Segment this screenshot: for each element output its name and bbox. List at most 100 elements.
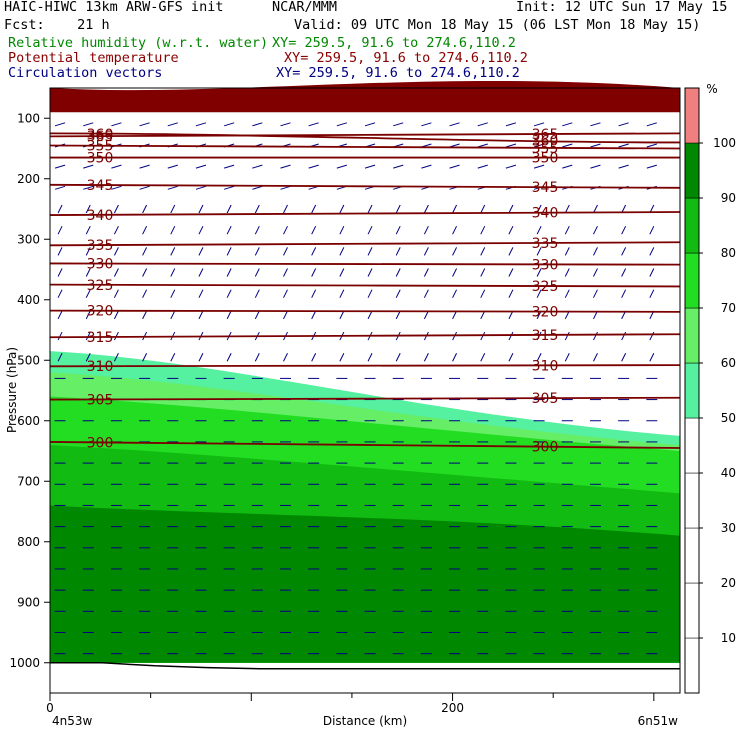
theta-label-right-355: 355 — [532, 141, 559, 157]
vector-arrow-191 — [480, 289, 486, 298]
vector-arrow-39 — [533, 143, 545, 148]
field-name-vectors: Circulation vectors — [8, 65, 163, 81]
vector-arrow-150 — [564, 247, 570, 256]
vector-arrow-220 — [57, 331, 63, 341]
vector-arrow-221 — [85, 331, 91, 341]
vector-arrow-42 — [618, 143, 629, 148]
x-axis-label: Distance (km) — [323, 714, 407, 728]
vector-arrow-53 — [308, 164, 319, 169]
vector-arrow-115 — [198, 225, 204, 235]
theta-label-330: 330 — [87, 257, 114, 273]
theta-label-right-330: 330 — [532, 257, 559, 273]
vector-arrow-90 — [113, 204, 119, 214]
vector-arrow-177 — [85, 289, 91, 298]
vector-arrow-140 — [283, 247, 288, 256]
vector-arrow-188 — [395, 289, 401, 298]
theta-contour-305 — [49, 396, 681, 401]
x-end-label: 6n51w — [638, 714, 679, 728]
y-tick-label-400: 400 — [17, 293, 40, 307]
rh-region-rh-upper-100 — [50, 80, 680, 113]
vector-arrow-258 — [508, 353, 514, 362]
vector-arrow-19 — [590, 122, 601, 127]
vector-arrow-153 — [649, 247, 655, 256]
vector-arrow-16 — [505, 122, 517, 127]
vector-arrow-209 — [367, 310, 373, 320]
vector-arrow-145 — [423, 247, 429, 256]
colorbar-band-100 — [684, 87, 700, 144]
colorbar-label-70: 70 — [721, 301, 736, 315]
vector-arrow-93 — [198, 204, 204, 214]
vector-arrow-67 — [83, 185, 94, 190]
vector-arrow-240 — [621, 331, 627, 341]
vector-arrow-260 — [564, 353, 570, 362]
vector-arrow-49 — [195, 164, 207, 169]
vector-arrow-186 — [339, 289, 345, 298]
vector-arrow-56 — [393, 164, 404, 169]
vector-arrow-183 — [254, 289, 260, 298]
theta-label-335: 335 — [87, 238, 114, 254]
vector-arrow-54 — [336, 164, 347, 169]
theta-contour-315 — [49, 333, 681, 339]
theta-label-305: 305 — [87, 392, 114, 408]
vector-arrow-124 — [452, 225, 458, 235]
y-tick-label-800: 800 — [17, 535, 40, 549]
vector-arrow-45 — [83, 164, 94, 169]
vector-arrow-63 — [590, 164, 601, 169]
colorbar-label-100: 100 — [713, 136, 736, 150]
vector-arrow-158 — [170, 268, 176, 277]
vector-arrow-48 — [167, 164, 178, 169]
vector-arrow-164 — [339, 268, 345, 277]
vector-arrow-165 — [367, 268, 373, 277]
vector-arrow-167 — [423, 268, 429, 277]
vector-arrow-123 — [423, 225, 429, 235]
vector-arrow-252 — [339, 353, 345, 362]
vector-arrow-241 — [649, 331, 655, 341]
theta-contour-320 — [49, 309, 681, 313]
theta-label-345: 345 — [87, 178, 114, 194]
vector-arrow-208 — [339, 310, 345, 320]
y-tick-label-700: 700 — [17, 474, 40, 488]
vector-arrow-146 — [452, 247, 458, 256]
vector-arrow-144 — [395, 247, 401, 256]
vector-arrow-47 — [139, 164, 150, 169]
vector-arrow-194 — [564, 289, 570, 298]
vector-arrow-135 — [142, 247, 148, 256]
vector-arrow-170 — [508, 268, 514, 277]
vector-arrow-5 — [195, 122, 207, 127]
colorbar-band-20 — [684, 527, 700, 584]
vector-arrow-152 — [621, 247, 627, 256]
vector-arrow-251 — [311, 353, 317, 362]
vector-arrow-12 — [393, 122, 404, 127]
vector-arrow-96 — [283, 204, 288, 214]
org-label: NCAR/MMM — [272, 0, 338, 15]
colorbar-label-30: 30 — [721, 521, 736, 535]
vector-arrow-193 — [536, 289, 542, 298]
vector-arrow-62 — [562, 164, 573, 169]
vector-arrow-91 — [142, 204, 148, 214]
colorbar-unit: % — [706, 82, 717, 96]
theta-label-right-360: 360 — [532, 134, 559, 150]
theta-contour-340 — [49, 211, 681, 216]
vector-arrow-11 — [364, 122, 376, 127]
vector-arrow-198 — [57, 310, 63, 320]
y-tick-label-500: 500 — [17, 353, 40, 367]
vector-arrow-248 — [226, 353, 232, 362]
y-tick-label-1000: 1000 — [9, 656, 40, 670]
theta-contour-360 — [49, 132, 681, 144]
vector-arrow-172 — [564, 268, 570, 277]
vector-arrow-159 — [198, 268, 204, 277]
vector-arrow-15 — [477, 122, 488, 127]
vector-arrow-3 — [139, 122, 150, 127]
vector-arrow-175 — [649, 268, 655, 277]
vector-arrow-171 — [536, 268, 542, 277]
theta-label-300: 300 — [87, 435, 114, 451]
vector-arrow-100 — [395, 204, 401, 214]
theta-label-right-340: 340 — [532, 206, 559, 222]
vector-arrow-131 — [649, 225, 655, 235]
vector-arrow-195 — [593, 289, 598, 298]
vector-arrow-98 — [339, 204, 345, 214]
vector-arrow-102 — [452, 204, 458, 214]
vector-arrow-130 — [621, 225, 627, 235]
theta-label-350: 350 — [87, 151, 114, 167]
vector-arrow-178 — [113, 289, 119, 298]
